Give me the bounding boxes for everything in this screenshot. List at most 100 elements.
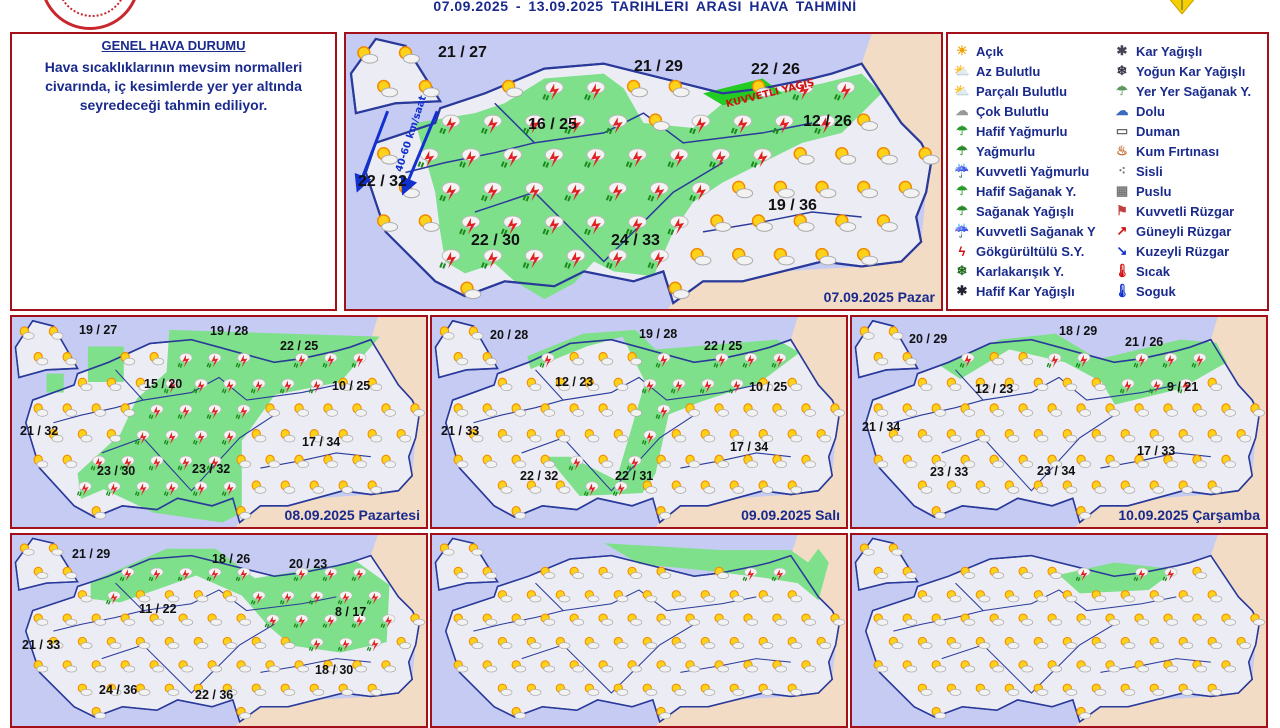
partly-cloudy-icon: [468, 636, 484, 650]
cloud-shape: [1094, 688, 1107, 696]
rain-drops: [584, 228, 591, 236]
partly-cloudy-icon: [1033, 683, 1049, 696]
cloud-shape: [500, 595, 513, 603]
cloud-shape: [152, 665, 165, 673]
partly-cloudy-icon: [1120, 428, 1136, 443]
lightning-shape: [446, 117, 457, 134]
rain-drops: [163, 439, 169, 445]
partly-cloudy-icon: [700, 590, 716, 603]
thunderstorm-icon: [206, 404, 222, 420]
lightning-shape: [298, 616, 306, 628]
thunderstorm-icon: [293, 567, 309, 582]
fog-icon: ⁖: [1118, 163, 1126, 178]
rain-drops: [584, 93, 591, 101]
cloud-shape: [514, 460, 527, 469]
thunderstorm-icon: [713, 352, 729, 368]
cloud-shape: [1094, 595, 1107, 603]
cloud-shape: [355, 665, 368, 673]
rain-drops: [337, 600, 343, 605]
partly-cloudy-icon: [732, 247, 754, 266]
cloud-shape: [963, 460, 976, 469]
thunderstorm-icon: [459, 215, 481, 236]
rain-drops: [177, 576, 183, 582]
partly-cloudy-icon: [902, 403, 918, 417]
cloud-shape: [94, 511, 107, 520]
cloud-shape: [1036, 486, 1049, 494]
thunderstorm-icon: [337, 590, 353, 605]
partly-cloudy-icon: [1076, 660, 1092, 673]
legend-item: ↗ Güneyli Rüzgar: [1114, 221, 1267, 241]
rain-drops: [480, 127, 488, 135]
thunderstorm-icon: [177, 455, 193, 471]
rain-drops: [667, 161, 675, 168]
cloud-shape: [790, 688, 803, 696]
cloud-shape: [732, 688, 745, 696]
cloud-shape: [152, 357, 165, 366]
cloud-shape: [1181, 642, 1194, 650]
partly-cloudy-icon: [729, 590, 745, 603]
partly-cloudy-icon: [1120, 683, 1136, 696]
cloud-shape: [861, 121, 879, 131]
cloud-shape: [1137, 460, 1150, 469]
temp-label: 23 / 33: [930, 465, 969, 479]
lightning-shape: [1167, 569, 1175, 582]
cloud-shape: [1137, 618, 1150, 626]
partly-cloudy-icon: [598, 403, 614, 417]
temp-label: 19 / 27: [79, 323, 118, 337]
rain-drops: [522, 194, 530, 202]
rain-drops: [699, 388, 705, 394]
lightning-shape: [371, 592, 379, 605]
partly-cloudy-icon: [710, 214, 732, 232]
cloud-shape: [109, 688, 122, 696]
partly-cloudy-icon: [453, 403, 469, 417]
partly-cloudy-icon: [62, 613, 78, 626]
cloud-shape: [674, 486, 687, 494]
thunderstorm-icon: [522, 181, 544, 202]
partly-cloudy-icon: [1047, 660, 1063, 673]
thunderstorm-icon: [539, 352, 555, 368]
rain-drops: [728, 388, 734, 394]
rain-drops: [522, 127, 530, 135]
cloud-shape: [22, 332, 35, 340]
partly-cloudy-icon: [120, 613, 136, 626]
cloud-shape: [949, 642, 962, 650]
partly-cloudy-icon: [1250, 403, 1265, 417]
partly-cloudy-icon: [859, 543, 875, 556]
cloud-shape: [326, 460, 339, 469]
cloud-shape: [1036, 434, 1049, 443]
partly-cloudy-icon: [1250, 613, 1265, 626]
partly-cloudy-icon: [960, 566, 976, 579]
partly-cloudy-icon: [33, 403, 49, 417]
partly-cloudy-icon: [77, 428, 93, 443]
cloud-shape: [225, 688, 238, 696]
rain-drops: [583, 491, 589, 497]
neighbor-land: [656, 535, 846, 726]
cloud-shape: [703, 642, 716, 650]
partly-cloudy-icon: [1033, 428, 1049, 443]
legend-item: ☔ Kuvvetli Yağmurlu: [954, 161, 1114, 181]
partly-cloudy-icon: [626, 79, 648, 98]
map-2025-09-07: 40-60 km/saat KUVVETLİ YAĞIŞ 21 / 27 21 …: [344, 32, 943, 311]
thunderstorm-icon: [605, 114, 628, 135]
thunderstorm-icon: [625, 148, 647, 168]
partly-cloudy-icon: [497, 480, 513, 494]
cloud-shape: [123, 409, 136, 417]
lightning-shape: [573, 457, 581, 471]
region-border: [1100, 658, 1211, 673]
lightning-shape: [674, 150, 685, 168]
partly-cloudy-icon: [526, 428, 542, 443]
partly-cloudy-icon: [787, 683, 803, 696]
cloud-shape: [1036, 642, 1049, 650]
cloud-shape: [572, 357, 585, 366]
partly-cloudy-icon: [793, 147, 815, 165]
cloud-shape: [1137, 665, 1150, 673]
rain-drops: [542, 228, 550, 236]
cloud-shape: [761, 383, 774, 392]
thunderstorm-icon: [605, 249, 628, 269]
lightning-shape: [95, 457, 103, 471]
partly-cloudy-icon: [1076, 706, 1092, 720]
cloud-shape: [36, 409, 49, 417]
cloud-shape: [876, 572, 889, 579]
rain-drops: [134, 439, 140, 445]
cloud-shape: [94, 712, 107, 720]
